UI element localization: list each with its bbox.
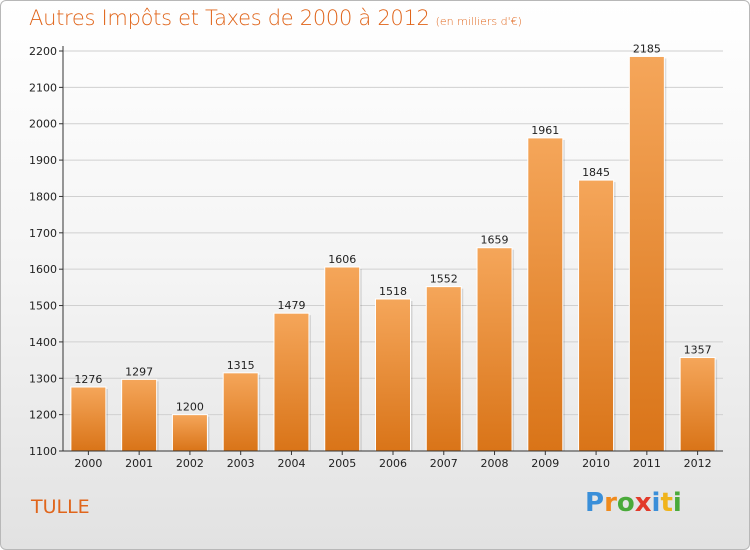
bar-value-label: 1659 [481,234,509,247]
logo-letter: i [651,488,661,518]
y-tick-label: 1600 [29,263,57,276]
city-label: TULLE [31,496,90,518]
y-tick-label: 1900 [29,154,57,167]
chart-title-text: Autres Impôts et Taxes de 2000 à 2012 [29,6,430,30]
bar-value-label: 2185 [633,42,661,55]
bar [527,137,564,452]
logo-letter: i [672,488,682,518]
x-tick-label: 2005 [328,457,356,470]
bar-value-label: 1518 [379,285,407,298]
y-tick-label: 2100 [29,81,57,94]
y-tick-label: 1300 [29,372,57,385]
bar-value-label: 1297 [125,365,153,378]
bar-value-label: 1200 [176,401,204,414]
y-tick-label: 1100 [29,445,57,458]
bar-value-label: 1357 [684,344,712,357]
x-tick-label: 2000 [74,457,102,470]
bars [70,55,718,452]
bar [679,357,716,452]
logo-letter: P [585,488,605,518]
bar [628,55,665,452]
x-tick-label: 2006 [379,457,407,470]
bar [375,298,411,452]
chart-subtitle: (en milliers d'€) [435,15,522,28]
bar-value-label: 1606 [328,253,356,266]
x-tick-label: 2003 [227,457,255,470]
y-tick-label: 1800 [29,190,57,203]
proxiti-logo[interactable]: Proxiti [585,488,682,518]
y-tick-label: 2000 [29,118,57,131]
bar [425,286,462,452]
logo-letter: x [634,488,652,518]
bar [171,414,208,452]
bar-value-label: 1552 [430,273,458,286]
logo-letter: o [616,488,635,518]
logo-letter: t [660,488,673,518]
y-tick-label: 1700 [29,227,57,240]
x-tick-label: 2002 [176,457,204,470]
x-tick-label: 2011 [633,457,661,470]
bar [70,386,107,452]
x-tick-label: 2009 [531,457,559,470]
x-tick-label: 2001 [125,457,153,470]
bar-value-label: 1276 [74,373,102,386]
bar [273,312,310,452]
bar-value-label: 1961 [531,124,559,137]
bar-value-label: 1845 [582,166,610,179]
y-tick-label: 1400 [29,336,57,349]
x-tick-label: 2012 [684,457,712,470]
bar [121,378,158,452]
bar-value-label: 1315 [227,359,255,372]
x-tick-label: 2010 [582,457,610,470]
x-tick-label: 2007 [430,457,458,470]
bar [578,179,615,452]
chart-title: Autres Impôts et Taxes de 2000 à 2012 (en… [29,6,522,30]
bar [476,247,513,452]
bar-value-label: 1479 [277,299,305,312]
bar [324,266,361,452]
axes: 1100 1200 1300 1400 1500 1600 1700 1800 1900 2000… [29,45,723,458]
y-tick-label: 2200 [29,45,57,58]
bar [222,372,259,452]
labels: 1276 2000 1297 2001 1200 2002 1315 2003 1479 2004… [74,42,711,470]
x-tick-label: 2004 [277,457,305,470]
x-tick-label: 2008 [481,457,509,470]
logo-letter: r [604,488,617,518]
y-tick-label: 1500 [29,300,57,313]
y-tick-label: 1200 [29,409,57,422]
